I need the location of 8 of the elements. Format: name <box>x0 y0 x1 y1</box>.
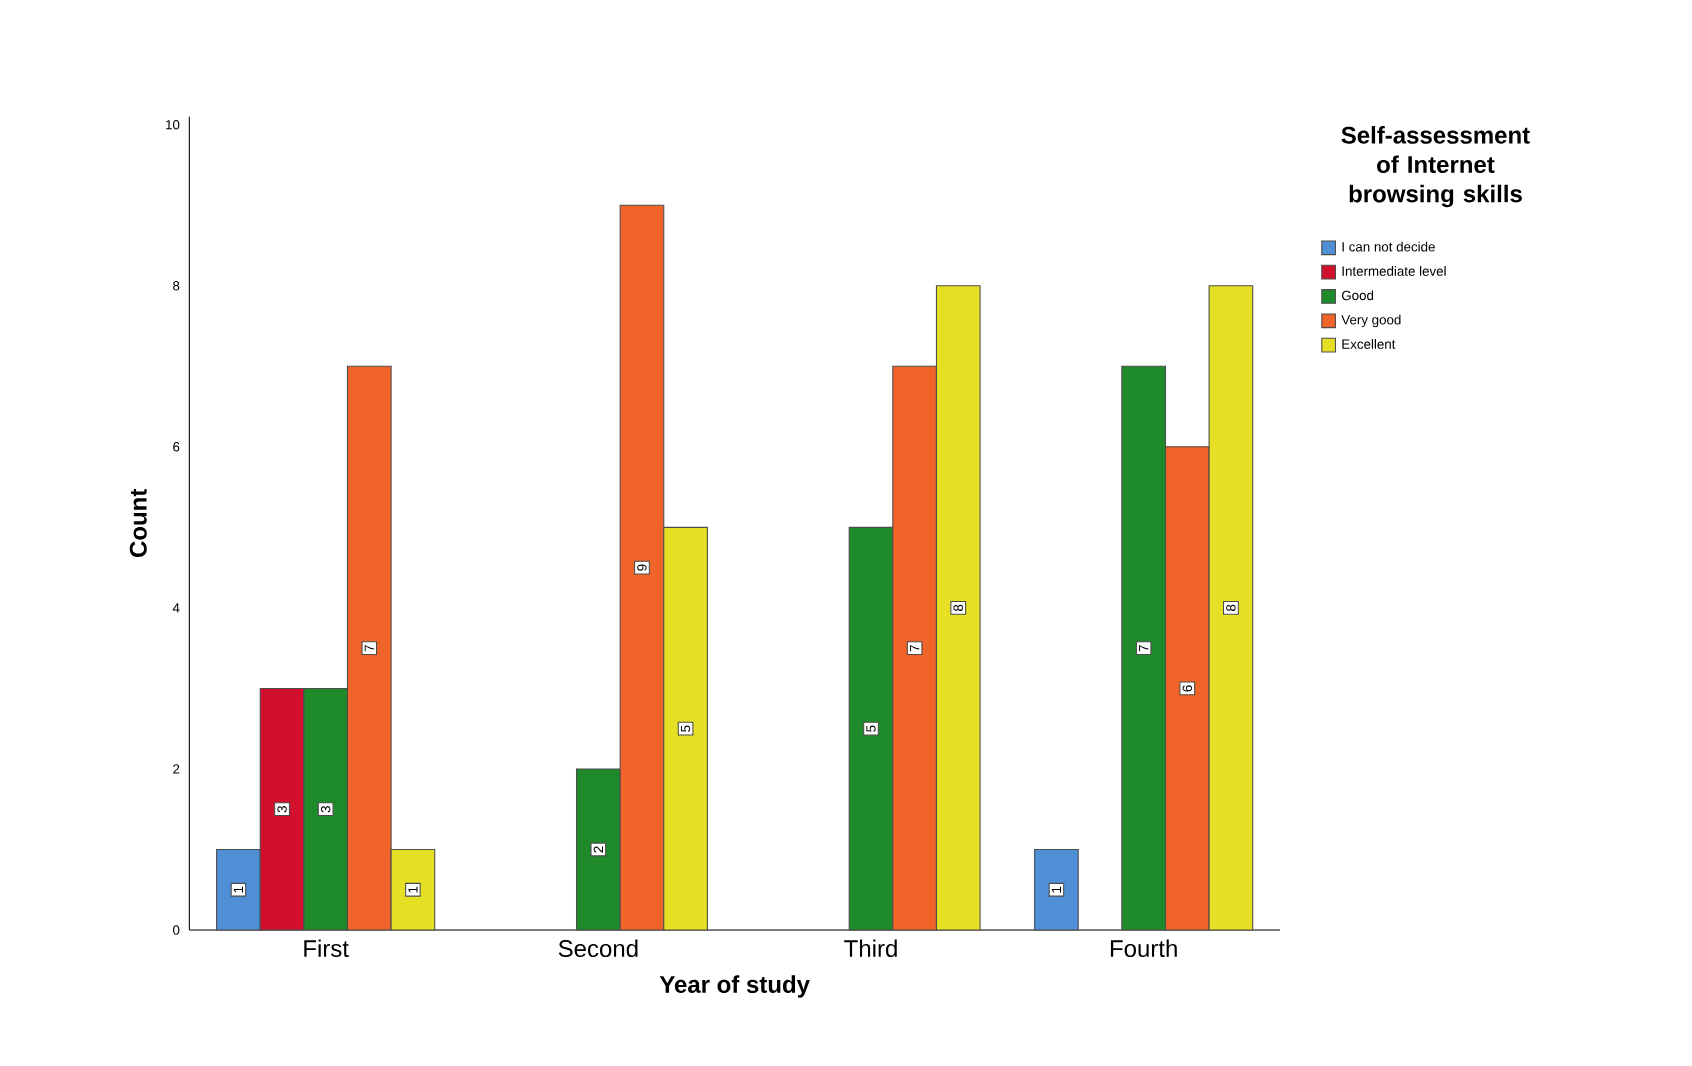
bar <box>1034 848 1079 931</box>
legend-title: Self-assessment of Internet browsing skills <box>1341 126 1530 208</box>
x-tick-label: Fourth <box>1110 939 1177 958</box>
x-tick-label: Second <box>558 939 638 958</box>
y-axis-title: Count <box>129 488 147 557</box>
x-tick-label: First <box>304 939 349 958</box>
x-axis-title: Year of study <box>659 975 810 998</box>
x-tick-label: Third <box>844 939 897 958</box>
